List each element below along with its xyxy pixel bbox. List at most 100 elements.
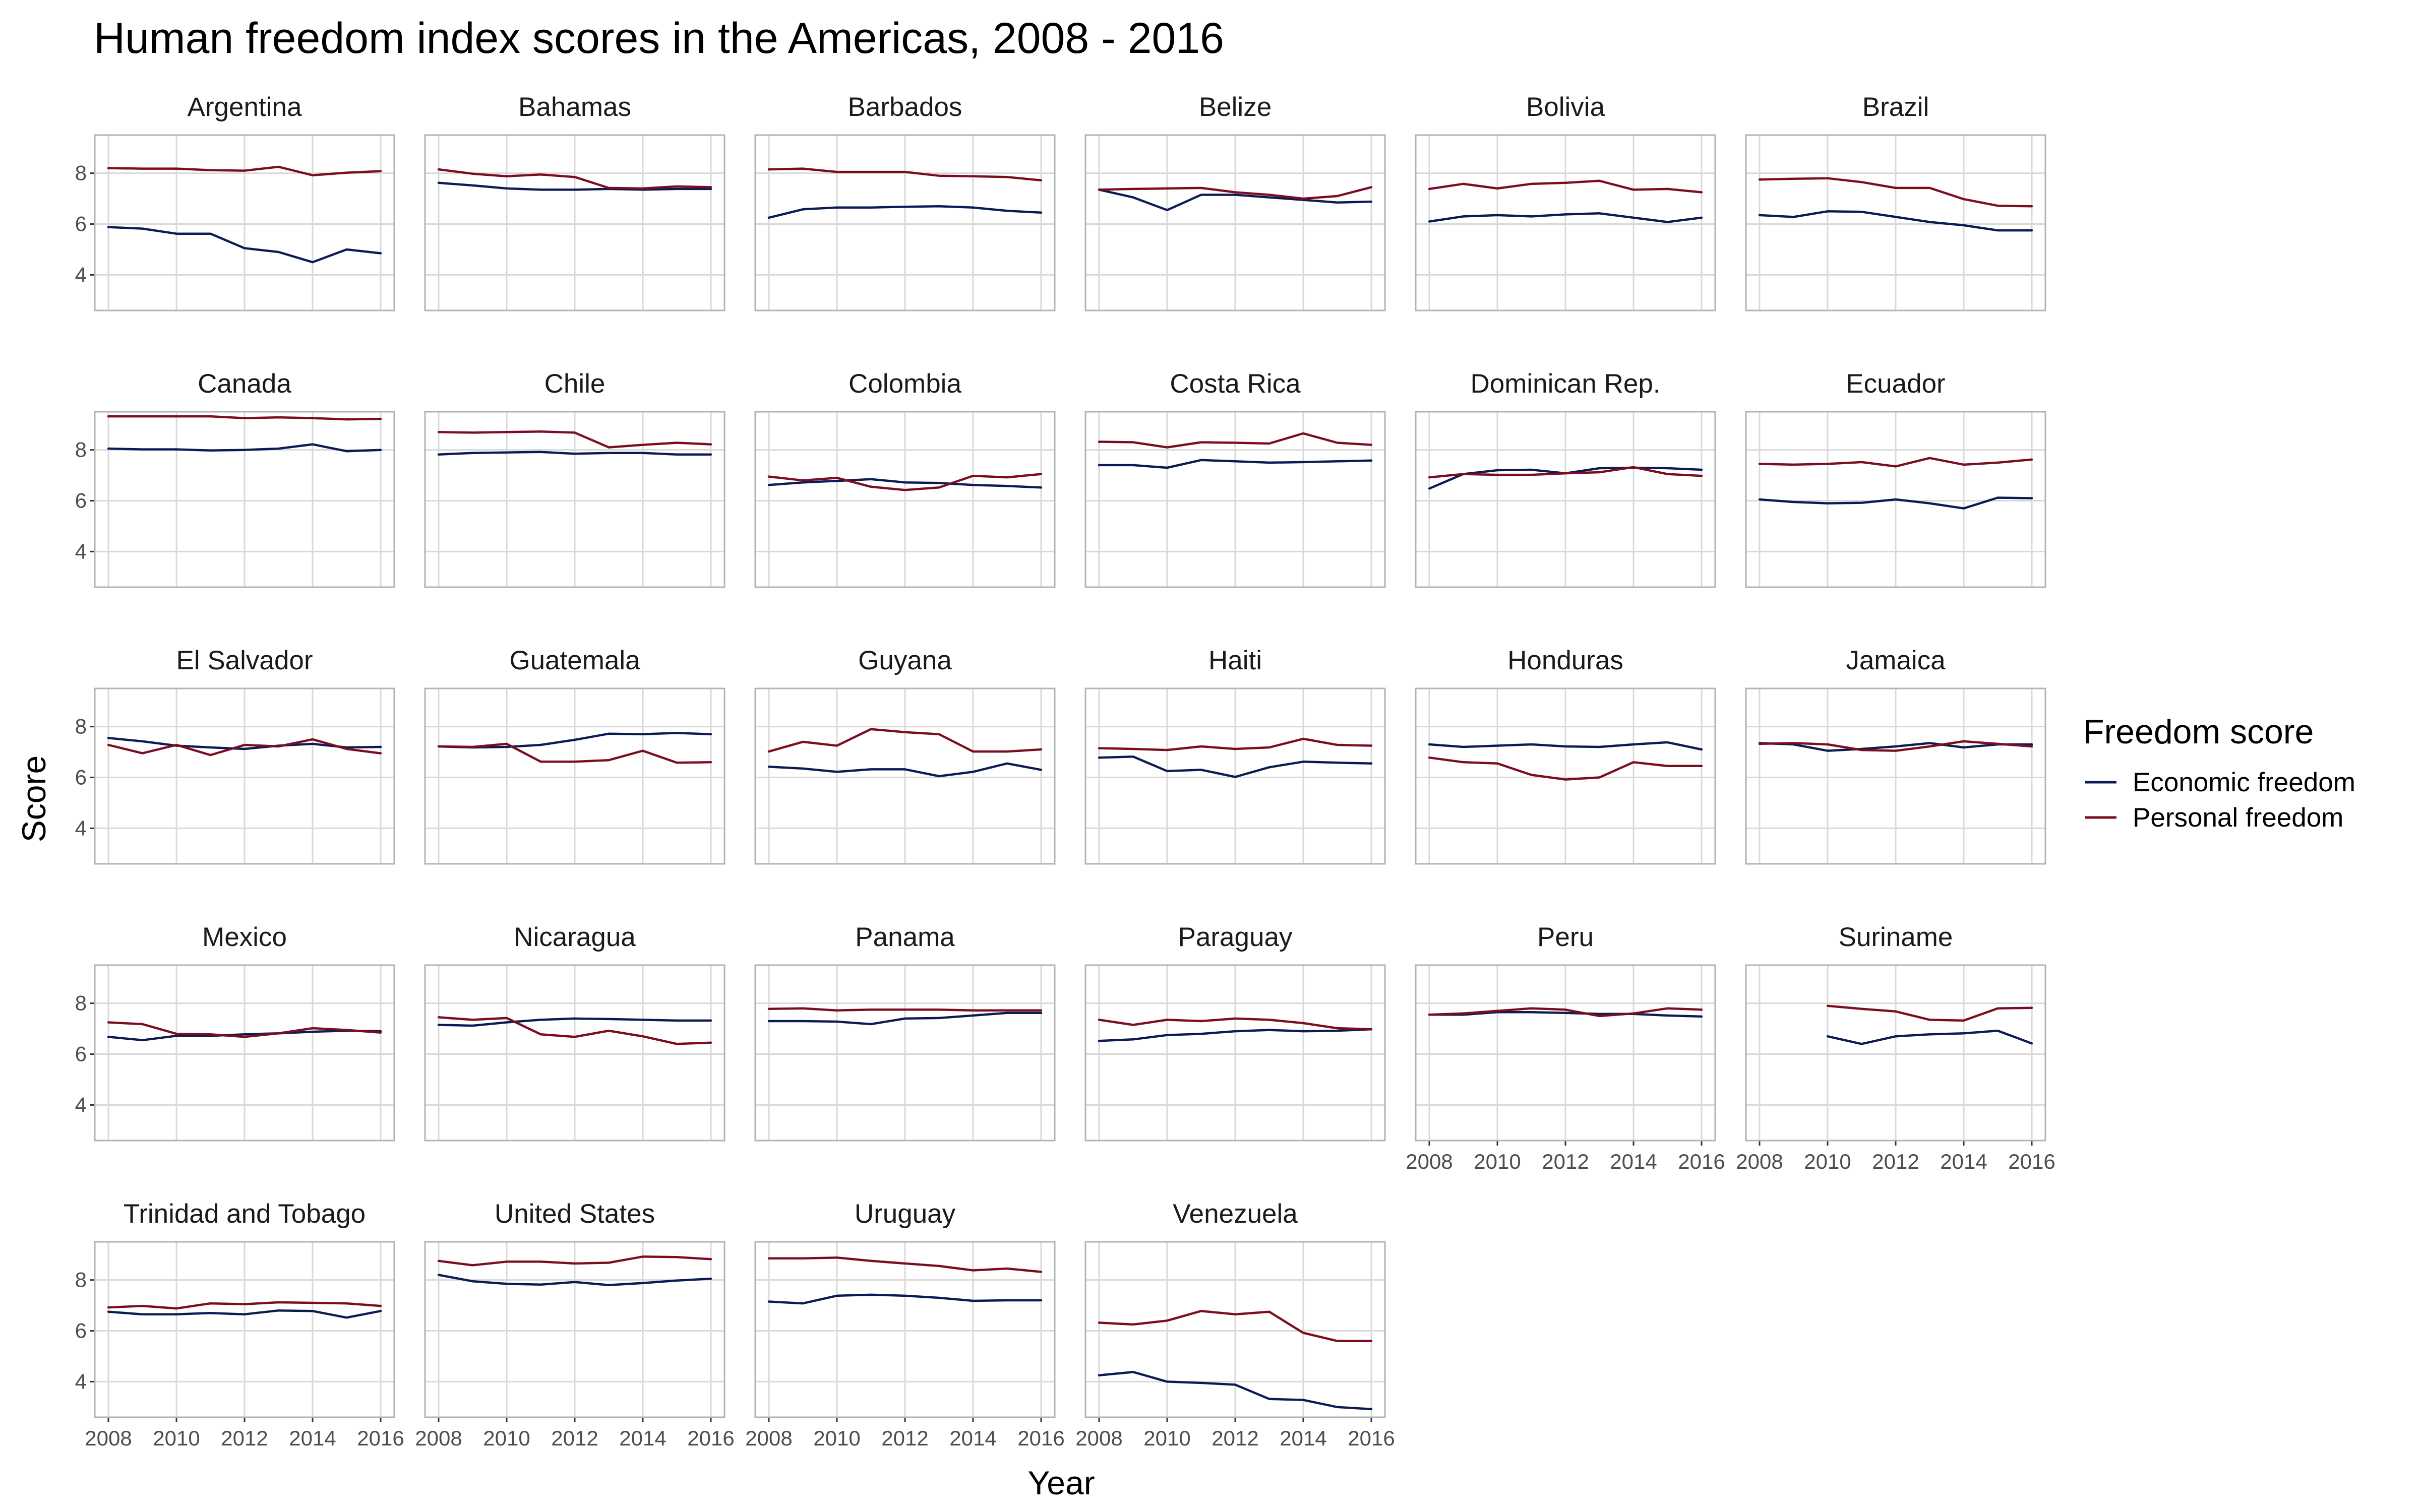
- series-line-economic-freedom-suriname: [1826, 1029, 2033, 1045]
- series-line-personal-freedom-trinidad-and-tobago: [107, 1301, 382, 1310]
- series-line-personal-freedom-guyana: [767, 728, 1043, 753]
- series-line-personal-freedom-belize: [1098, 186, 1373, 200]
- panel-border: [94, 687, 395, 865]
- series-line-economic-freedom-costa-rica: [1098, 459, 1373, 469]
- series-line-personal-freedom-dominican-rep: [1428, 466, 1703, 479]
- panel-title-nicaragua: Nicaragua: [514, 922, 636, 952]
- x-tick-label: 2008: [1736, 1150, 1783, 1173]
- panel-venezuela: Venezuela 2008 2010 2012 2014 2016: [1075, 1199, 1395, 1450]
- series-line-personal-freedom-panama: [767, 1007, 1043, 1012]
- series-line-personal-freedom-united-states: [437, 1255, 712, 1267]
- panel-nicaragua: Nicaragua: [424, 922, 725, 1142]
- panel-title-el-salvador: El Salvador: [176, 646, 313, 675]
- x-axis-title: Year: [1027, 1464, 1095, 1501]
- x-tick-label: 2014: [1610, 1150, 1657, 1173]
- series-line-personal-freedom-honduras: [1428, 756, 1703, 781]
- series-line-personal-freedom-colombia: [767, 473, 1043, 491]
- y-tick-label: 8: [75, 715, 87, 738]
- y-tick-label: 4: [75, 1093, 87, 1116]
- panel-honduras: Honduras: [1415, 646, 1716, 865]
- series-line-personal-freedom-jamaica: [1758, 740, 2033, 752]
- series-line-economic-freedom-venezuela: [1098, 1370, 1373, 1411]
- panel-el-salvador: El Salvador 4 6 8: [75, 646, 395, 865]
- panel-border: [424, 134, 725, 311]
- chart-title: Human freedom index scores in the Americ…: [94, 14, 1224, 62]
- series-line-economic-freedom-guatemala: [437, 732, 712, 749]
- series-line-economic-freedom-guyana: [767, 762, 1043, 778]
- panel-title-costa-rica: Costa Rica: [1170, 369, 1301, 399]
- legend-label-economic-freedom: Economic freedom: [2133, 768, 2355, 797]
- legend-label-personal-freedom: Personal freedom: [2133, 803, 2343, 833]
- x-tick-label: 2008: [415, 1426, 462, 1450]
- panel-border: [1084, 687, 1386, 865]
- x-tick-label: 2012: [221, 1426, 268, 1450]
- panel-panama: Panama: [754, 922, 1056, 1142]
- panel-title-ecuador: Ecuador: [1846, 369, 1945, 399]
- x-tick-label: 2010: [153, 1426, 200, 1450]
- series-line-personal-freedom-mexico: [107, 1021, 382, 1038]
- panel-border: [1415, 411, 1716, 588]
- x-tick-label: 2014: [1940, 1150, 1987, 1173]
- panel-dominican-rep: Dominican Rep.: [1415, 369, 1716, 588]
- panel-border: [754, 687, 1056, 865]
- panel-border: [94, 964, 395, 1142]
- y-axis-title: Score: [15, 755, 52, 842]
- panel-title-guatemala: Guatemala: [509, 646, 640, 675]
- panel-united-states: United States 2008 2010 2012 2014 2016: [415, 1199, 734, 1450]
- x-tick-label: 2016: [687, 1426, 734, 1450]
- panel-guatemala: Guatemala: [424, 646, 725, 865]
- series-line-economic-freedom-bolivia: [1428, 212, 1703, 223]
- panel-title-colombia: Colombia: [849, 369, 961, 399]
- y-tick-label: 6: [75, 1319, 87, 1343]
- panel-border: [754, 411, 1056, 588]
- panel-border: [1745, 411, 2046, 588]
- panel-border: [424, 687, 725, 865]
- panel-title-dominican-rep: Dominican Rep.: [1470, 369, 1660, 399]
- y-tick-label: 4: [75, 539, 87, 563]
- panel-title-brazil: Brazil: [1862, 92, 1929, 122]
- panel-colombia: Colombia: [754, 369, 1056, 588]
- series-line-personal-freedom-el-salvador: [107, 738, 382, 757]
- series-line-personal-freedom-nicaragua: [437, 1016, 712, 1045]
- series-line-personal-freedom-chile: [437, 430, 712, 449]
- panel-brazil: Brazil: [1745, 92, 2046, 311]
- panel-barbados: Barbados: [754, 92, 1056, 311]
- panel-belize: Belize: [1084, 92, 1386, 311]
- x-tick-label: 2016: [357, 1426, 404, 1450]
- panel-title-haiti: Haiti: [1208, 646, 1262, 675]
- x-tick-label: 2008: [745, 1426, 792, 1450]
- series-line-economic-freedom-canada: [107, 443, 382, 453]
- series-line-economic-freedom-haiti: [1098, 755, 1373, 778]
- series-line-economic-freedom-belize: [1098, 188, 1373, 212]
- x-tick-label: 2010: [1474, 1150, 1521, 1173]
- x-tick-label: 2012: [1212, 1426, 1258, 1450]
- y-tick-label: 8: [75, 1268, 87, 1292]
- series-line-personal-freedom-brazil: [1758, 177, 2033, 208]
- panel-costa-rica: Costa Rica: [1084, 369, 1386, 588]
- x-tick-label: 2008: [1075, 1426, 1122, 1450]
- panel-mexico: Mexico 4 6 8: [75, 922, 395, 1142]
- y-tick-label: 8: [75, 161, 87, 185]
- series-line-economic-freedom-uruguay: [767, 1293, 1043, 1305]
- series-line-personal-freedom-barbados: [767, 167, 1043, 182]
- series-line-economic-freedom-honduras: [1428, 741, 1703, 751]
- y-tick-label: 6: [75, 1042, 87, 1066]
- x-tick-label: 2012: [881, 1426, 928, 1450]
- panel-title-united-states: United States: [495, 1199, 655, 1229]
- panel-title-guyana: Guyana: [858, 646, 952, 675]
- x-tick-label: 2014: [619, 1426, 666, 1450]
- panel-title-suriname: Suriname: [1839, 922, 1953, 952]
- y-tick-label: 8: [75, 438, 87, 462]
- y-tick-label: 6: [75, 212, 87, 236]
- panel-border: [1084, 134, 1386, 311]
- panel-border: [1745, 134, 2046, 311]
- panel-border: [1415, 964, 1716, 1142]
- series-line-economic-freedom-argentina: [107, 226, 382, 264]
- y-tick-label: 4: [75, 816, 87, 840]
- panel-border: [1415, 687, 1716, 865]
- panel-border: [754, 134, 1056, 311]
- panel-border: [1084, 1241, 1386, 1418]
- panel-jamaica: Jamaica: [1745, 646, 2046, 865]
- x-tick-label: 2010: [1143, 1426, 1190, 1450]
